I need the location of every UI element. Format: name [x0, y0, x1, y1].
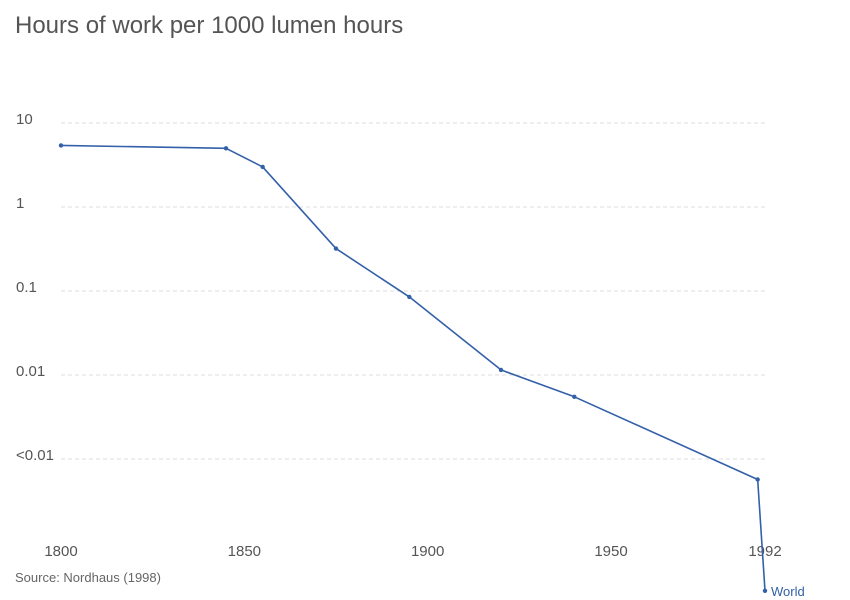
data-point — [333, 246, 339, 251]
data-point — [498, 367, 504, 373]
series-label: World — [771, 584, 805, 599]
data-point — [407, 294, 412, 300]
data-point — [260, 164, 265, 170]
data-point — [223, 146, 229, 151]
y-tick-label: 10 — [16, 111, 33, 128]
x-tick-label: 1900 — [411, 543, 444, 560]
grid-lines — [61, 122, 765, 460]
x-tick-label: 1800 — [44, 543, 77, 560]
series-line — [60, 144, 766, 591]
x-tick-label: 1950 — [594, 543, 627, 560]
x-axis-ticks: 1800 1850 1900 1950 1992 — [44, 543, 781, 560]
y-tick-label: 1 — [16, 195, 24, 212]
series-layer: World — [58, 143, 805, 599]
x-tick-label: 1850 — [228, 543, 261, 560]
data-point — [58, 143, 64, 148]
data-point — [762, 588, 768, 593]
y-tick-label: 0.01 — [16, 363, 45, 380]
y-axis-ticks: 10 1 0.1 0.01 <0.01 — [16, 111, 54, 464]
y-tick-label: 0.1 — [16, 279, 37, 296]
y-tick-label: <0.01 — [16, 447, 54, 464]
x-tick-label: 1992 — [748, 543, 781, 560]
data-point — [755, 477, 760, 482]
data-point — [572, 394, 577, 400]
chart-title: Hours of work per 1000 lumen hours — [15, 12, 404, 39]
source-note: Source: Nordhaus (1998) — [15, 570, 161, 585]
